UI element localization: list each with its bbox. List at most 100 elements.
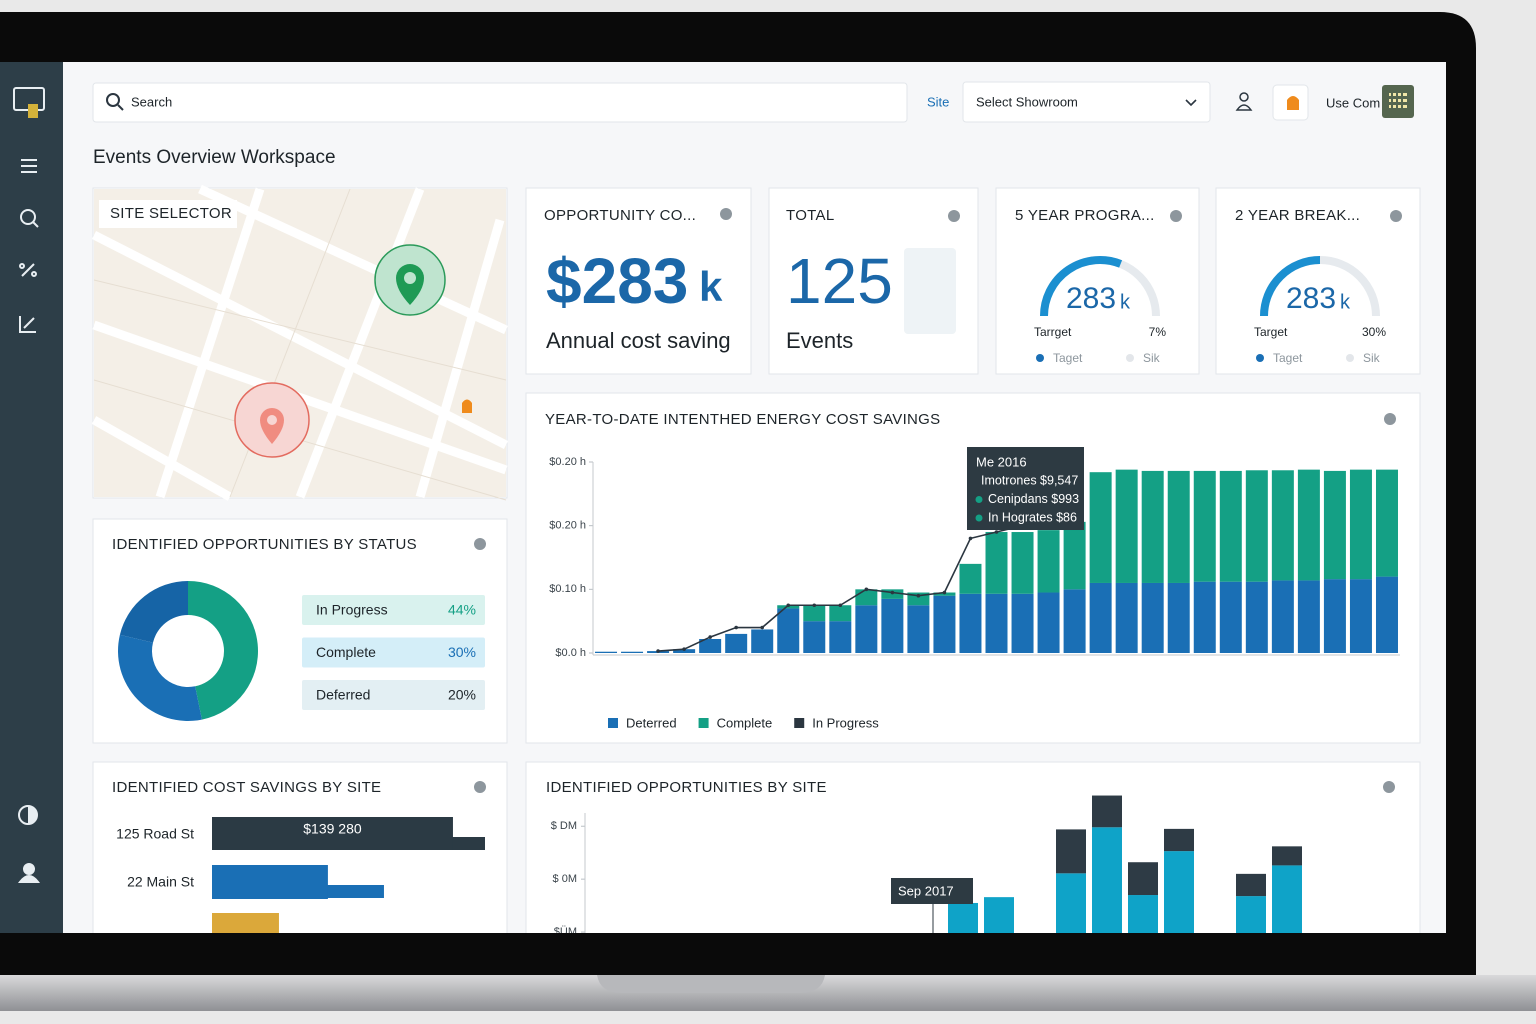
pin-green-marker [396, 264, 424, 305]
search-box[interactable] [92, 82, 908, 123]
y-tick-label: $ÜM [554, 926, 577, 938]
bar-segment [881, 598, 904, 653]
nav-profile[interactable] [17, 863, 41, 883]
info-icon[interactable] [1170, 210, 1182, 222]
bar-segment [985, 593, 1008, 653]
user-icon[interactable] [1235, 92, 1253, 111]
bar-segment [829, 621, 852, 653]
y-tick-label: $0.0 h [555, 647, 586, 659]
gauge-card [1215, 187, 1421, 375]
status-value: 44% [448, 602, 476, 618]
info-icon[interactable] [1384, 413, 1396, 425]
nav-theme-half [28, 806, 37, 824]
gauge-value: 283 [1066, 282, 1116, 315]
bar-segment [1011, 593, 1034, 653]
bar [212, 913, 279, 933]
bar-segment [907, 605, 930, 653]
bar-segment [1092, 795, 1122, 828]
bar-segment [855, 589, 878, 606]
status-pill[interactable] [302, 637, 485, 668]
info-icon[interactable] [948, 210, 960, 222]
legend-swatch [698, 718, 709, 728]
bar-segment [621, 651, 644, 653]
gauge-unit: k [1340, 291, 1351, 313]
bar-segment [1115, 469, 1138, 583]
legend-swatch [608, 718, 618, 728]
status-pill[interactable] [302, 680, 485, 710]
annotation: Sep 2017 [898, 883, 954, 898]
bar-segment [1219, 581, 1242, 653]
bar-segment [829, 605, 852, 622]
kpi-value: $283 [546, 245, 688, 317]
info-icon[interactable] [474, 538, 486, 550]
line-point [708, 635, 712, 639]
screen: Search Site Select Showroom Use Com Even… [0, 62, 1446, 938]
bar-segment [1323, 470, 1346, 580]
status-value: 30% [448, 644, 476, 660]
bar [212, 817, 453, 850]
gauge-card [995, 187, 1200, 375]
info-icon[interactable] [1383, 781, 1395, 793]
kpi-title: TOTAL [786, 207, 834, 224]
kpi-caption: Events [786, 328, 853, 353]
status-name: Deferred [316, 687, 370, 703]
bar-segment [1011, 532, 1034, 594]
site-label: Site [927, 94, 949, 109]
bar-segment [1092, 827, 1122, 933]
chart-title: YEAR-TO-DATE INTENTHED ENERGY COST SAVIN… [545, 411, 940, 428]
tooltip-line: In Hogrates $86 [988, 510, 1077, 524]
line-point [734, 625, 738, 630]
donut-segment [119, 580, 188, 643]
bar-segment [959, 593, 982, 653]
gauge-title: 2 YEAR BREAK... [1235, 207, 1360, 224]
nav-share[interactable] [19, 263, 37, 277]
legend-swatch [794, 718, 805, 728]
status-name: Complete [316, 644, 376, 660]
bar-segment [1297, 469, 1320, 581]
info-icon[interactable] [720, 208, 732, 220]
nav-report[interactable] [19, 316, 36, 333]
user-menu[interactable]: Use Com [1326, 95, 1380, 110]
line-point [864, 587, 869, 592]
info-icon[interactable] [474, 781, 486, 793]
bar-segment [1349, 469, 1372, 580]
line-point [890, 590, 895, 595]
bar-segment [1272, 865, 1302, 933]
select-chevron [1185, 99, 1197, 107]
bar-segment [1349, 579, 1372, 653]
map[interactable] [94, 189, 506, 500]
bar-segment [1128, 895, 1158, 933]
bar-segment [855, 605, 878, 653]
kpi-card [525, 187, 752, 375]
gauge-unit: k [1120, 291, 1131, 313]
line-point [994, 530, 999, 534]
y-tick-label: $0.10 h [549, 583, 586, 595]
nav-list[interactable] [21, 159, 37, 173]
kpi-unit: k [699, 263, 723, 310]
info-icon[interactable] [1390, 210, 1402, 222]
bar-segment [1141, 470, 1164, 583]
sidebar-icons [13, 87, 45, 883]
bar-segment [1063, 589, 1086, 653]
line-point [942, 590, 947, 595]
nav-monitor-accent [28, 104, 38, 118]
bar-segment [1271, 580, 1294, 653]
site-select[interactable] [962, 81, 1211, 123]
gauge-title: 5 YEAR PROGRA... [1015, 207, 1155, 224]
line-point [968, 536, 973, 541]
page-title: Events Overview Workspace [93, 147, 336, 168]
status-name: In Progress [316, 602, 388, 618]
gauge-arc [1040, 256, 1123, 317]
y-tick-label: $0.20 h [549, 520, 586, 532]
nav-search[interactable] [20, 209, 39, 228]
status-pill[interactable] [302, 595, 485, 625]
legend-label: In Progress [812, 715, 879, 730]
legend-label: Sik [1143, 351, 1161, 365]
bar-segment [699, 638, 722, 653]
pin-green-dot [404, 272, 416, 284]
bar-segment [1115, 582, 1138, 653]
bar-segment [985, 532, 1008, 594]
bar-segment [1128, 862, 1158, 896]
tooltip-line: Imotrones $9,547 [981, 473, 1078, 487]
line-point [760, 625, 765, 630]
